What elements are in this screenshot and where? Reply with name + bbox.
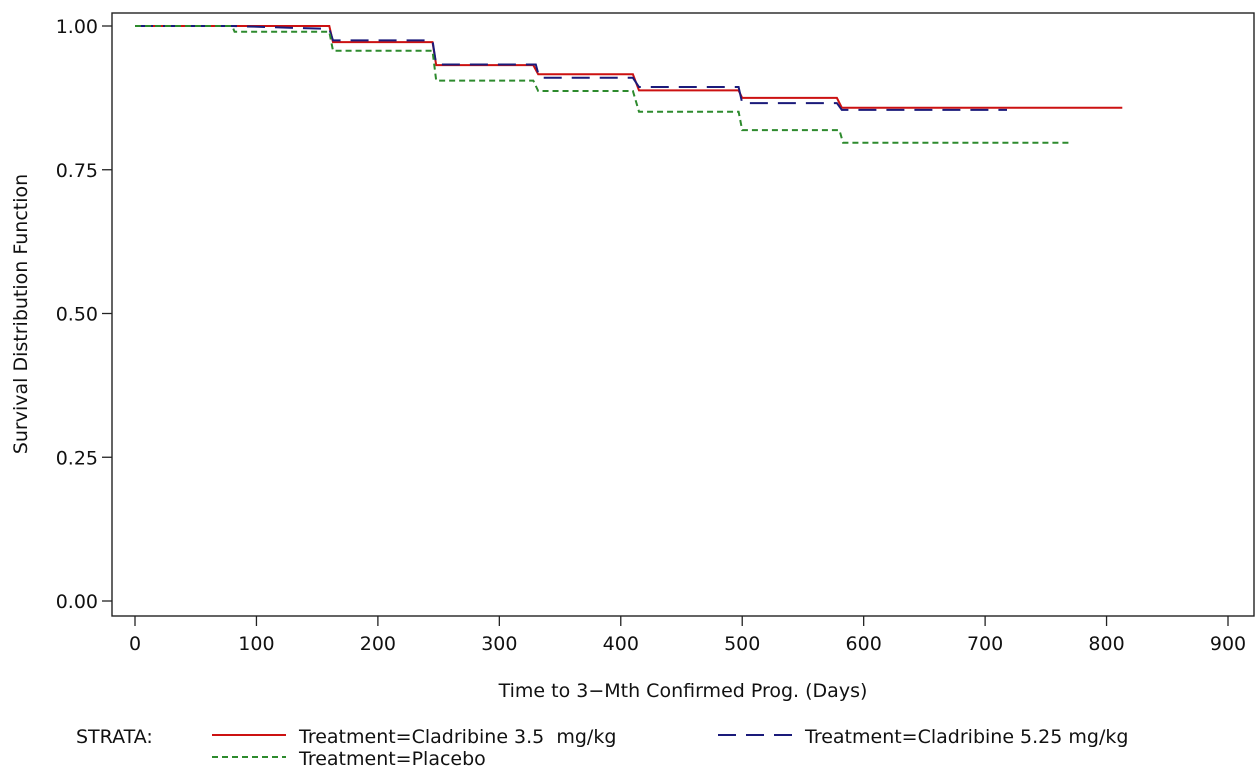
x-tick-label: 600	[846, 633, 882, 655]
x-tick-label: 900	[1210, 633, 1246, 655]
legend-label-2: Treatment=Cladribine 5.25 mg/kg	[804, 726, 1128, 748]
x-tick-label: 300	[481, 633, 517, 655]
legend-title: STRATA:	[76, 726, 153, 748]
plot-frame	[111, 12, 1255, 617]
x-tick-label: 100	[238, 633, 274, 655]
x-tick-label: 400	[603, 633, 639, 655]
series-layer	[135, 25, 1123, 144]
x-tick-label: 500	[724, 633, 760, 655]
x-tick-label: 200	[360, 633, 396, 655]
legend: STRATA: Treatment=Cladribine 3.5 mg/kg Tr…	[76, 726, 1128, 770]
series-line-3	[135, 25, 1071, 144]
series-line-2	[135, 25, 1007, 111]
legend-label-1: Treatment=Cladribine 3.5 mg/kg	[298, 726, 616, 748]
x-axis-title: Time to 3−Mth Confirmed Prog. (Days)	[498, 680, 868, 702]
x-tick-label: 0	[129, 633, 141, 655]
axis-layer: 0 100 200 300 400 500 600 700 800 900 0.00 0.25 0.50…	[56, 16, 1246, 655]
y-tick-label: 1.00	[56, 16, 98, 38]
y-tick-label: 0.25	[56, 447, 98, 469]
series-line-1	[135, 25, 1123, 109]
y-tick-label: 0.75	[56, 160, 98, 182]
x-tick-label: 700	[967, 633, 1003, 655]
legend-label-3: Treatment=Placebo	[298, 748, 486, 770]
x-tick-label: 800	[1088, 633, 1124, 655]
y-tick-label: 0.00	[56, 591, 98, 613]
y-axis-title: Survival Distribution Function	[10, 174, 32, 454]
y-tick-label: 0.50	[56, 304, 98, 326]
